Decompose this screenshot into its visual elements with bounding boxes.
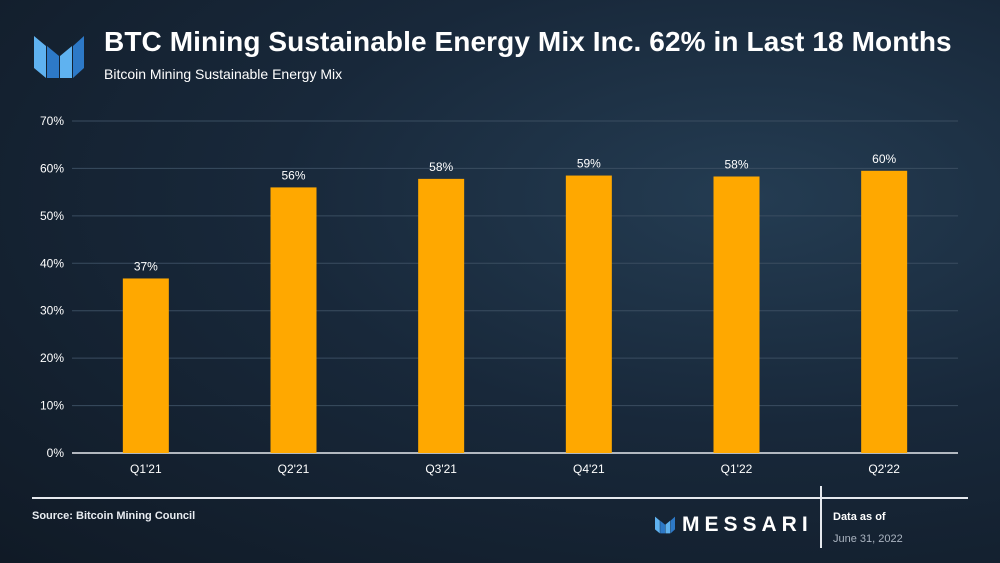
bars — [122, 170, 908, 454]
data-label: 58% — [724, 157, 748, 171]
x-tick-label: Q2'21 — [278, 462, 310, 476]
data-as-of-label: Data as of — [833, 511, 886, 523]
data-label: 59% — [577, 157, 601, 171]
data-label: 56% — [281, 168, 305, 182]
data-label: 60% — [872, 152, 896, 166]
y-tick-label: 20% — [40, 351, 64, 365]
x-tick-label: Q3'21 — [425, 462, 457, 476]
y-tick-label: 70% — [40, 114, 64, 128]
bar — [122, 278, 169, 453]
bar — [565, 175, 612, 454]
x-tick-label: Q1'22 — [721, 462, 753, 476]
data-as-of-date: June 31, 2022 — [833, 533, 903, 545]
data-label: 37% — [134, 259, 158, 273]
data-label: 58% — [429, 160, 453, 174]
chart-subtitle: Bitcoin Mining Sustainable Energy Mix — [104, 66, 343, 82]
y-tick-label: 0% — [47, 446, 65, 460]
footer-vertical-divider — [820, 486, 822, 548]
brand-name: MESSARI — [682, 513, 813, 536]
y-tick-label: 50% — [40, 209, 64, 223]
y-tick-label: 40% — [40, 256, 64, 270]
brand-wordmark: MESSARI — [654, 513, 813, 537]
bar — [418, 178, 465, 453]
x-tick-label: Q4'21 — [573, 462, 605, 476]
bar — [713, 176, 760, 453]
bar — [270, 187, 317, 453]
x-tick-label: Q1'21 — [130, 462, 162, 476]
x-tick-label: Q2'22 — [868, 462, 900, 476]
source-note: Source: Bitcoin Mining Council — [32, 510, 196, 522]
page-title: BTC Mining Sustainable Energy Mix Inc. 6… — [104, 26, 952, 57]
messari-brand-icon — [655, 516, 675, 534]
data-labels: 37% 56% 58% 59% 58% 60% — [134, 152, 897, 274]
y-axis-ticks: 0% 10% 20% 30% 40% 50% 60% 70% — [40, 114, 64, 460]
y-tick-label: 30% — [40, 304, 64, 318]
messari-logo-icon — [34, 36, 84, 78]
y-tick-label: 10% — [40, 399, 64, 413]
y-tick-label: 60% — [40, 161, 64, 175]
bar — [861, 170, 908, 454]
x-axis-ticks: Q1'21 Q2'21 Q3'21 Q4'21 Q1'22 Q2'22 — [130, 462, 900, 476]
footer-divider — [32, 497, 968, 499]
grid-lines — [72, 120, 958, 454]
